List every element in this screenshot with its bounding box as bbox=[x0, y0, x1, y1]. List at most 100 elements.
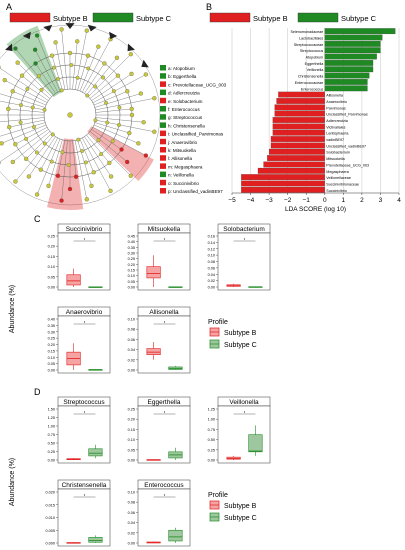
clado-legend-swatch-k bbox=[160, 147, 166, 153]
lda-bar-Prevotellaceae_UCG_003 bbox=[263, 161, 325, 168]
boxplot-y-tick-label: 0.08 bbox=[208, 260, 215, 264]
lda-bar-label-vadinBE97: vadinBE97 bbox=[326, 138, 344, 142]
clado-node bbox=[93, 118, 98, 123]
lda-bar-Streptococcus bbox=[324, 47, 381, 54]
clado-legend-swatch-l bbox=[160, 155, 166, 161]
lda-bar-Allisonella bbox=[278, 91, 325, 98]
clado-node bbox=[59, 198, 64, 203]
boxplot-y-tick-label: 0.20 bbox=[128, 418, 135, 422]
boxplot-y-tick-label: 1.50 bbox=[48, 408, 55, 412]
boxplot-y-tick-label: 0.00 bbox=[128, 459, 135, 463]
clado-node bbox=[128, 52, 133, 57]
lda-bar-Mitsuokella bbox=[267, 155, 325, 161]
clado-branch bbox=[61, 140, 68, 201]
boxplot-Christensenella: Christensenella 0.000 0.005 0.010 0.015 0.020 bbox=[45, 479, 111, 547]
lda-bar-label-Veillonella: Veillonella bbox=[307, 68, 325, 72]
clado-node bbox=[101, 75, 106, 80]
clado-branch bbox=[91, 129, 122, 150]
clado-branch bbox=[74, 140, 87, 200]
lda-bar-label-Enterococcaceae: Enterococcaceae bbox=[295, 81, 324, 85]
lda-bar-label-Anaerovibrio: Anaerovibrio bbox=[326, 100, 347, 104]
legend-b-swatch-subtype-c bbox=[297, 12, 339, 23]
boxplot-title-Allisonella: Allisonella bbox=[149, 309, 179, 316]
boxplot-y-tick-label: 0.20 bbox=[128, 263, 135, 267]
boxplot-title-Streptococcus: Streptococcus bbox=[63, 399, 105, 406]
boxplot-y-tick-label: 0.30 bbox=[128, 252, 135, 256]
clado-branch bbox=[82, 39, 111, 93]
lda-bar-Succinivibrio bbox=[241, 186, 325, 193]
lda-bar-Solobacterium bbox=[269, 148, 325, 155]
lda-bar-Christensenella bbox=[324, 72, 370, 79]
lda-bar-label-Lentisphaeria: Lentisphaeria bbox=[326, 132, 349, 136]
clado-legend-label-e: e: Solobacterium bbox=[168, 99, 203, 104]
clado-branch bbox=[94, 122, 130, 134]
clado-node bbox=[143, 153, 148, 158]
clado-node bbox=[125, 89, 130, 94]
clado-branch bbox=[0, 93, 46, 108]
boxplot-y-tick-label: 0.50 bbox=[208, 438, 215, 442]
boxplot-legend-label-1: Subtype C bbox=[224, 342, 257, 349]
boxplot-y-tick-label: 0.15 bbox=[128, 269, 135, 273]
lda-x-tick-label: 1 bbox=[342, 197, 346, 204]
panel-d-letter: D bbox=[34, 387, 41, 397]
clado-legend-label-k: k: Mitsuokella bbox=[168, 148, 196, 153]
clado-branch bbox=[92, 127, 146, 156]
lda-bar-Anaerovibrio bbox=[276, 98, 325, 104]
clado-ring-1 bbox=[31, 76, 109, 154]
boxplot-y-tick-label: 0.14 bbox=[208, 241, 215, 245]
clado-legend-label-m: m: Megasphaera bbox=[168, 164, 203, 169]
lda-bar-label-Prevotellaceae_UCG_003: Prevotellaceae_UCG_003 bbox=[326, 163, 369, 167]
boxplot-y-tick-label: 0.00 bbox=[48, 369, 55, 373]
clado-node bbox=[25, 86, 30, 91]
boxplot-y-tick-label: 0.35 bbox=[48, 324, 55, 328]
clado-node bbox=[46, 183, 51, 188]
lda-bar-label-Unclassified_vadinBE97: Unclassified_vadinBE97 bbox=[326, 144, 366, 148]
clado-rim-marker bbox=[22, 31, 31, 40]
boxplot-significance-marker bbox=[83, 494, 86, 496]
clado-node bbox=[102, 61, 107, 66]
boxplot-y-tick-label: 0.00 bbox=[208, 286, 215, 290]
clado-node bbox=[96, 138, 101, 143]
lda-x-tick-label: −1 bbox=[303, 197, 311, 204]
clado-node bbox=[26, 174, 32, 179]
lda-bar-Parvimonas bbox=[274, 104, 325, 111]
boxplot-y-tick-label: 0.25 bbox=[48, 235, 55, 239]
boxplot-y-tick-label: 0.40 bbox=[48, 318, 55, 322]
clado-branch bbox=[95, 119, 155, 132]
boxplot-significance-marker bbox=[163, 321, 166, 323]
boxplot-y-tick-label: 0.25 bbox=[128, 408, 135, 412]
clado-branch bbox=[79, 138, 94, 173]
clado-branch bbox=[0, 122, 46, 137]
clado-legend-swatch-f bbox=[160, 106, 166, 112]
lda-bar-Lentisphaeria bbox=[272, 129, 325, 136]
clado-node bbox=[73, 174, 79, 179]
boxplot-box-Subtype C bbox=[88, 537, 103, 543]
boxplot-box-Subtype C bbox=[168, 529, 183, 542]
boxplot-y-tick-label: 0.40 bbox=[128, 240, 135, 244]
boxplot-y-axis-label: Abundance (%) bbox=[9, 285, 16, 333]
lda-bar-Victivallales bbox=[272, 123, 325, 130]
clado-node bbox=[85, 53, 91, 58]
legend-a-swatch-subtype-c bbox=[92, 12, 134, 23]
clado-node bbox=[24, 156, 29, 161]
lda-bar-label-Victivallales: Victivallales bbox=[326, 125, 345, 129]
clado-node bbox=[110, 139, 115, 144]
clado-rim-marker bbox=[127, 43, 135, 52]
legend-b-label-subtype-b: Subtype B bbox=[253, 14, 288, 23]
clado-node bbox=[108, 174, 114, 179]
clado-legend-swatch-n bbox=[160, 171, 166, 178]
boxplots-c: Succinivibrio0.000.050.100.150.200.25Mit… bbox=[9, 223, 271, 374]
clado-rim-marker bbox=[87, 24, 97, 32]
boxplot-y-tick-label: 0.06 bbox=[128, 511, 135, 515]
boxplot-y-tick-label: 0.00 bbox=[48, 286, 55, 290]
clado-node bbox=[34, 150, 39, 155]
clado-branch bbox=[84, 63, 105, 94]
clado-legend-swatch-h bbox=[160, 122, 166, 128]
clado-branch bbox=[95, 108, 132, 113]
boxplot-y-tick-label: 0.10 bbox=[128, 318, 135, 322]
clado-node bbox=[129, 71, 134, 77]
clado-node bbox=[49, 159, 54, 164]
boxplot-title-Eggerthella: Eggerthella bbox=[148, 399, 181, 406]
clado-legend-swatch-i bbox=[160, 130, 166, 137]
clado-clade-highlight-0 bbox=[6, 25, 62, 98]
